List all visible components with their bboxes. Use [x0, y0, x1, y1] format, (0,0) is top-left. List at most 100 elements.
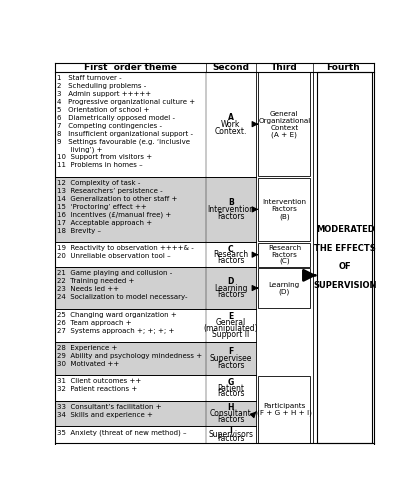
Text: (manipulated): (manipulated): [204, 324, 258, 333]
Text: Context.: Context.: [215, 126, 247, 136]
Text: Factors: Factors: [217, 434, 245, 443]
Text: (C): (C): [279, 258, 290, 264]
Text: B: B: [228, 198, 234, 207]
Text: A: A: [228, 112, 234, 122]
Bar: [258, 243, 310, 266]
Text: F: F: [228, 348, 234, 356]
Text: 27  Systems approach +; +; +; +: 27 Systems approach +; +; +; +: [57, 328, 174, 334]
Bar: [258, 72, 310, 176]
Text: Factors: Factors: [271, 252, 297, 258]
Text: H: H: [228, 404, 234, 412]
Text: 32  Patient reactions +: 32 Patient reactions +: [57, 386, 137, 392]
Text: 13  Researchers’ persistence -: 13 Researchers’ persistence -: [57, 188, 163, 194]
Bar: [206, 342, 256, 376]
Text: Fourth: Fourth: [326, 63, 360, 72]
Text: G: G: [228, 378, 234, 387]
Bar: [55, 268, 206, 308]
Text: living’) +: living’) +: [57, 146, 102, 153]
Bar: [206, 376, 256, 400]
Text: 29  Ability and psychology mindedness +: 29 Ability and psychology mindedness +: [57, 353, 202, 359]
Text: 5   Orientation of school +: 5 Orientation of school +: [57, 106, 149, 112]
Text: 10  Support from visitors +: 10 Support from visitors +: [57, 154, 152, 160]
Text: 18  Brevity –: 18 Brevity –: [57, 228, 101, 234]
Text: 34  Skills and experience +: 34 Skills and experience +: [57, 412, 153, 418]
Text: Supervisee: Supervisee: [210, 354, 252, 363]
Text: 20  Unreliable observation tool –: 20 Unreliable observation tool –: [57, 253, 171, 259]
Text: 1   Staff turnover -: 1 Staff turnover -: [57, 74, 122, 80]
Text: 15  ‘Proctoring’ effect ++: 15 ‘Proctoring’ effect ++: [57, 204, 147, 210]
Text: C: C: [228, 244, 234, 254]
Text: 25  Changing ward organization +: 25 Changing ward organization +: [57, 312, 177, 318]
Text: 3   Admin support +++++: 3 Admin support +++++: [57, 90, 151, 96]
Text: Context: Context: [270, 124, 298, 130]
Bar: [55, 426, 206, 444]
Text: 4   Progressive organizational culture +: 4 Progressive organizational culture +: [57, 98, 195, 104]
Text: 35  Anxiety (threat of new method) –: 35 Anxiety (threat of new method) –: [57, 429, 186, 436]
Text: THE EFFECTS: THE EFFECTS: [314, 244, 376, 253]
Text: 28  Experience +: 28 Experience +: [57, 345, 117, 351]
Text: General: General: [270, 110, 298, 116]
Text: 14  Generalization to other staff +: 14 Generalization to other staff +: [57, 196, 177, 202]
Bar: [206, 308, 256, 342]
Text: I: I: [229, 426, 232, 436]
Text: 30  Motivated ++: 30 Motivated ++: [57, 361, 119, 367]
Text: 24  Socialization to model necessary-: 24 Socialization to model necessary-: [57, 294, 187, 300]
Bar: [258, 376, 310, 442]
Text: E: E: [228, 312, 234, 321]
Text: Factors: Factors: [217, 414, 245, 424]
Text: Intervention: Intervention: [207, 205, 255, 214]
Bar: [55, 342, 206, 376]
Text: Support II: Support II: [212, 330, 250, 339]
Text: Organizational: Organizational: [258, 118, 311, 124]
Text: 12  Complexity of task -: 12 Complexity of task -: [57, 180, 140, 186]
Text: (D): (D): [279, 288, 290, 294]
Text: Factors: Factors: [217, 212, 245, 221]
Text: (A + E): (A + E): [271, 132, 297, 138]
Text: Research: Research: [268, 246, 301, 252]
Text: 7   Competing contingencies -: 7 Competing contingencies -: [57, 122, 162, 128]
Text: OF: OF: [339, 262, 352, 271]
Text: 11  Problems in homes –: 11 Problems in homes –: [57, 162, 143, 168]
Text: Consultant: Consultant: [210, 409, 252, 418]
Text: 2   Scheduling problems -: 2 Scheduling problems -: [57, 82, 146, 88]
Text: SUPERVISION: SUPERVISION: [314, 280, 377, 289]
Text: 6   Diametrically opposed model -: 6 Diametrically opposed model -: [57, 114, 175, 120]
Text: Work: Work: [221, 120, 241, 128]
Text: (B): (B): [279, 213, 290, 220]
Bar: [206, 426, 256, 444]
Text: 17  Acceptable approach +: 17 Acceptable approach +: [57, 220, 152, 226]
Text: Learning: Learning: [214, 284, 247, 292]
Text: MODERATED: MODERATED: [316, 226, 375, 234]
Text: Participants: Participants: [263, 403, 306, 409]
Text: Third: Third: [271, 63, 298, 72]
Text: 8   Insufficient organizational support -: 8 Insufficient organizational support -: [57, 130, 193, 136]
Text: Factors: Factors: [217, 290, 245, 300]
Bar: [206, 176, 256, 242]
Text: 22  Training needed +: 22 Training needed +: [57, 278, 134, 284]
Bar: [55, 308, 206, 342]
Text: (F + G + H + I): (F + G + H + I): [257, 410, 312, 416]
Text: Factors: Factors: [217, 361, 245, 370]
Text: Intervention: Intervention: [263, 200, 306, 205]
Bar: [55, 176, 206, 242]
Bar: [55, 242, 206, 268]
Bar: [206, 242, 256, 268]
Text: General: General: [216, 318, 246, 327]
Text: Factors: Factors: [217, 256, 245, 265]
Text: 16  Incentives (£/manual free) +: 16 Incentives (£/manual free) +: [57, 212, 171, 218]
Text: 23  Needs led ++: 23 Needs led ++: [57, 286, 119, 292]
Text: Supervisors: Supervisors: [209, 430, 253, 440]
Bar: [55, 72, 206, 176]
Bar: [55, 400, 206, 426]
Bar: [206, 72, 256, 176]
Bar: [258, 268, 310, 308]
Text: First  order theme: First order theme: [84, 63, 177, 72]
Text: 19  Reactivity to observation ++++& -: 19 Reactivity to observation ++++& -: [57, 245, 194, 251]
Text: D: D: [228, 276, 234, 285]
Text: 21  Game playing and collusion -: 21 Game playing and collusion -: [57, 270, 172, 276]
Text: 26  Team approach +: 26 Team approach +: [57, 320, 132, 326]
Text: Patient: Patient: [217, 384, 245, 392]
Bar: [258, 178, 310, 241]
Text: Research: Research: [213, 250, 248, 259]
Bar: [206, 268, 256, 308]
